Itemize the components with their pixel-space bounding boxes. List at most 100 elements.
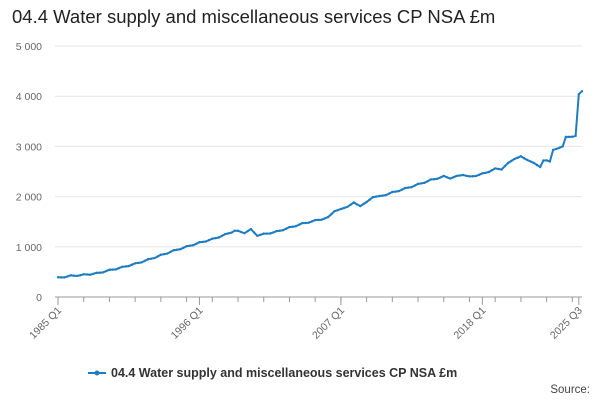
data-point[interactable] <box>60 276 63 279</box>
data-point[interactable] <box>564 135 568 139</box>
data-point[interactable] <box>477 173 481 176</box>
data-point[interactable] <box>449 177 452 180</box>
data-point[interactable] <box>179 248 182 251</box>
data-point[interactable] <box>346 205 349 209</box>
data-point[interactable] <box>561 145 564 148</box>
data-point[interactable] <box>217 236 220 239</box>
data-point[interactable] <box>111 268 114 271</box>
data-point[interactable] <box>150 257 153 260</box>
data-point[interactable] <box>432 178 436 181</box>
data-point[interactable] <box>455 174 458 178</box>
data-point[interactable] <box>310 220 314 223</box>
data-point[interactable] <box>461 173 465 177</box>
data-point[interactable] <box>233 229 236 232</box>
data-point[interactable] <box>72 274 76 277</box>
data-point[interactable] <box>175 248 179 251</box>
data-point[interactable] <box>400 188 404 191</box>
data-point[interactable] <box>288 225 291 229</box>
data-point[interactable] <box>442 174 445 178</box>
data-point[interactable] <box>291 225 294 228</box>
data-point[interactable] <box>436 177 439 180</box>
data-point[interactable] <box>211 237 214 240</box>
data-point[interactable] <box>297 223 301 226</box>
data-point[interactable] <box>394 190 397 193</box>
data-point[interactable] <box>359 204 362 208</box>
data-point[interactable] <box>294 225 298 228</box>
data-point[interactable] <box>416 182 420 186</box>
data-point[interactable] <box>503 165 506 168</box>
data-point[interactable] <box>301 221 304 225</box>
data-point[interactable] <box>224 232 227 236</box>
data-point[interactable] <box>368 198 371 201</box>
data-point[interactable] <box>555 147 558 151</box>
data-point[interactable] <box>230 231 233 234</box>
data-point[interactable] <box>269 232 272 235</box>
data-point[interactable] <box>371 195 375 199</box>
data-point[interactable] <box>465 174 468 177</box>
data-point[interactable] <box>108 268 111 271</box>
data-point[interactable] <box>336 209 339 212</box>
data-point[interactable] <box>387 192 391 195</box>
data-point[interactable] <box>519 155 523 158</box>
data-point[interactable] <box>204 240 208 243</box>
data-point[interactable] <box>246 230 249 233</box>
data-point[interactable] <box>88 273 92 276</box>
data-point[interactable] <box>391 190 394 194</box>
data-point[interactable] <box>249 227 253 231</box>
data-point[interactable] <box>484 171 487 174</box>
data-point[interactable] <box>207 238 211 242</box>
data-point[interactable] <box>185 245 188 248</box>
data-point[interactable] <box>137 261 140 265</box>
data-point[interactable] <box>526 158 529 162</box>
data-point[interactable] <box>535 163 539 167</box>
data-point[interactable] <box>487 170 490 174</box>
data-point[interactable] <box>278 229 281 232</box>
data-point[interactable] <box>169 250 172 254</box>
data-point[interactable] <box>69 274 73 277</box>
data-point[interactable] <box>381 194 384 197</box>
data-point[interactable] <box>580 90 584 93</box>
data-point[interactable] <box>532 161 535 165</box>
data-point[interactable] <box>140 261 143 264</box>
data-point[interactable] <box>452 176 455 179</box>
data-point[interactable] <box>156 255 159 258</box>
data-point[interactable] <box>307 221 310 224</box>
data-point[interactable] <box>342 206 346 210</box>
data-point[interactable] <box>85 273 89 276</box>
data-point[interactable] <box>426 180 429 183</box>
data-point[interactable] <box>98 271 102 274</box>
data-point[interactable] <box>285 227 288 230</box>
data-point[interactable] <box>162 253 166 256</box>
data-point[interactable] <box>365 200 368 204</box>
data-point[interactable] <box>471 175 474 178</box>
data-point[interactable] <box>494 167 497 170</box>
data-point[interactable] <box>272 231 275 234</box>
data-point[interactable] <box>130 263 134 266</box>
data-point[interactable] <box>182 246 185 249</box>
data-point[interactable] <box>490 169 494 172</box>
data-point[interactable] <box>95 271 98 274</box>
data-point[interactable] <box>256 234 259 237</box>
data-point[interactable] <box>320 218 323 221</box>
data-point[interactable] <box>413 184 416 187</box>
data-point[interactable] <box>574 134 577 138</box>
data-point[interactable] <box>384 193 388 197</box>
data-point[interactable] <box>114 268 118 271</box>
data-point[interactable] <box>259 233 262 236</box>
data-point[interactable] <box>166 252 169 255</box>
data-point[interactable] <box>121 265 124 268</box>
data-point[interactable] <box>227 232 230 235</box>
data-point[interactable] <box>275 229 278 233</box>
data-point[interactable] <box>214 236 217 240</box>
data-point[interactable] <box>333 210 336 213</box>
data-point[interactable] <box>445 176 449 179</box>
data-point[interactable] <box>172 249 175 252</box>
data-point[interactable] <box>191 244 195 247</box>
data-point[interactable] <box>513 157 516 161</box>
data-point[interactable] <box>124 265 127 268</box>
data-point[interactable] <box>474 174 478 178</box>
data-point[interactable] <box>262 232 265 235</box>
data-point[interactable] <box>143 259 146 263</box>
data-point[interactable] <box>481 172 484 175</box>
data-point[interactable] <box>506 161 510 165</box>
